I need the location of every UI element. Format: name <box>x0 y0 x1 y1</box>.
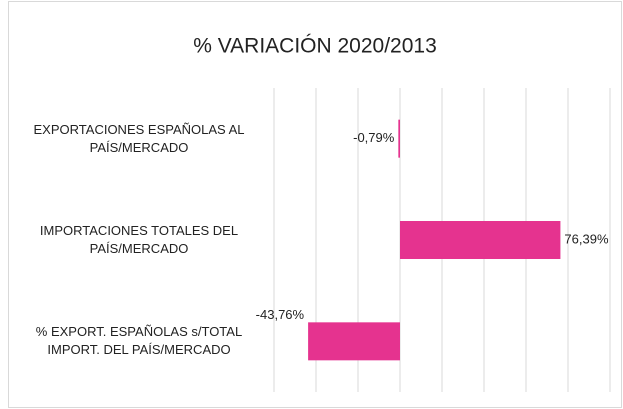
category-label: % EXPORT. ESPAÑOLAS s/TOTAL IMPORT. DEL … <box>35 324 243 358</box>
data-label: 76,39% <box>564 231 609 246</box>
bar <box>398 119 400 158</box>
data-label: -43,76% <box>256 307 305 322</box>
bar <box>308 322 400 361</box>
chart-title: % VARIACIÓN 2020/2013 <box>193 35 437 58</box>
category-label: IMPORTACIONES TOTALES DEL PAÍS/MERCADO <box>39 223 239 256</box>
data-label: -0,79% <box>353 130 395 145</box>
category-label: EXPORTACIONES ESPAÑOLAS AL PAÍS/MERCADO <box>33 121 245 155</box>
bar <box>400 221 561 259</box>
